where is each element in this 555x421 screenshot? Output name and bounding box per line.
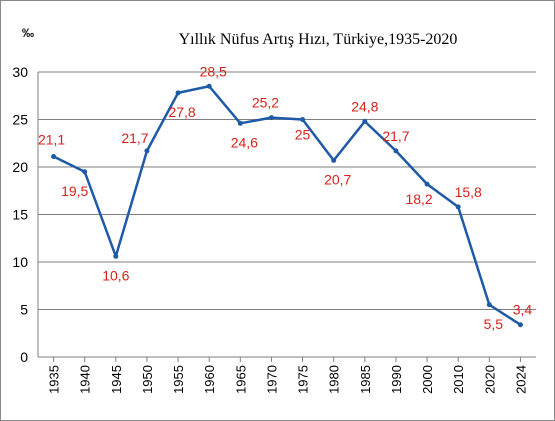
x-tick-label: 2010 bbox=[451, 365, 466, 394]
data-point bbox=[362, 118, 368, 124]
x-tick-label: 2024 bbox=[513, 365, 528, 394]
data-point bbox=[144, 148, 150, 154]
data-label: 10,6 bbox=[102, 267, 129, 283]
x-tick-label: 1965 bbox=[233, 365, 248, 394]
x-tick-label: 1940 bbox=[78, 365, 93, 394]
data-label: 5,5 bbox=[484, 316, 504, 332]
data-point bbox=[175, 90, 181, 96]
data-label: 25 bbox=[295, 127, 311, 143]
data-point bbox=[455, 204, 461, 210]
data-label: 21,7 bbox=[121, 130, 148, 146]
x-tick-label: 1990 bbox=[389, 365, 404, 394]
data-label: 18,2 bbox=[405, 191, 432, 207]
y-axis-unit: ‰ bbox=[22, 26, 34, 40]
data-point bbox=[113, 253, 119, 259]
x-tick-label: 1935 bbox=[47, 365, 62, 394]
y-axis-ticks: 0 5 10 15 20 25 30 bbox=[12, 64, 28, 365]
y-tick-label: 15 bbox=[12, 207, 28, 223]
data-point bbox=[206, 83, 212, 89]
data-label: 20,7 bbox=[324, 171, 351, 187]
data-point bbox=[268, 115, 274, 121]
data-series bbox=[51, 83, 523, 328]
x-axis-ticks: 1935 1940 1945 1950 1955 1960 1965 1970 1975 1980… bbox=[47, 357, 528, 394]
data-labels: 21,1 19,5 10,6 21,7 27,8 28,5 24,6 25,2 25 20,7 24… bbox=[38, 63, 532, 332]
data-label: 27,8 bbox=[168, 104, 195, 120]
x-tick-label: 1955 bbox=[171, 365, 186, 394]
data-label: 15,8 bbox=[455, 184, 482, 200]
y-tick-label: 20 bbox=[12, 159, 28, 175]
x-tick-label: 1970 bbox=[264, 365, 279, 394]
data-label: 24,8 bbox=[351, 98, 378, 114]
y-tick-label: 25 bbox=[12, 112, 28, 128]
x-tick-label: 1980 bbox=[327, 365, 342, 394]
x-tick-label: 1985 bbox=[358, 365, 373, 394]
x-tick-label: 1975 bbox=[296, 365, 311, 394]
data-point bbox=[51, 154, 57, 160]
y-tick-label: 0 bbox=[20, 349, 28, 365]
data-point bbox=[300, 117, 306, 122]
data-point bbox=[82, 169, 88, 175]
data-label: 21,1 bbox=[38, 132, 65, 148]
data-label: 24,6 bbox=[231, 134, 258, 150]
data-label: 21,7 bbox=[382, 128, 409, 144]
data-point bbox=[517, 322, 523, 328]
y-tick-label: 30 bbox=[12, 64, 28, 80]
data-label: 28,5 bbox=[200, 63, 227, 79]
series-line bbox=[53, 85, 522, 326]
chart-title: Yıllık Nüfus Artış Hızı, Türkiye,1935-20… bbox=[179, 31, 458, 48]
y-tick-label: 10 bbox=[12, 254, 28, 270]
x-tick-label: 1950 bbox=[140, 365, 155, 394]
x-tick-label: 2000 bbox=[420, 365, 435, 394]
data-label: 25,2 bbox=[252, 95, 279, 111]
x-tick-label: 1945 bbox=[109, 365, 124, 394]
data-point bbox=[237, 120, 243, 126]
data-point bbox=[393, 148, 399, 154]
data-point bbox=[331, 157, 337, 163]
data-label: 19,5 bbox=[61, 183, 88, 199]
data-point bbox=[486, 302, 492, 308]
x-tick-label: 1960 bbox=[202, 365, 217, 394]
x-tick-label: 2020 bbox=[482, 365, 497, 394]
data-label: 3,4 bbox=[513, 302, 533, 318]
data-point bbox=[424, 181, 430, 187]
y-tick-label: 5 bbox=[20, 302, 28, 318]
